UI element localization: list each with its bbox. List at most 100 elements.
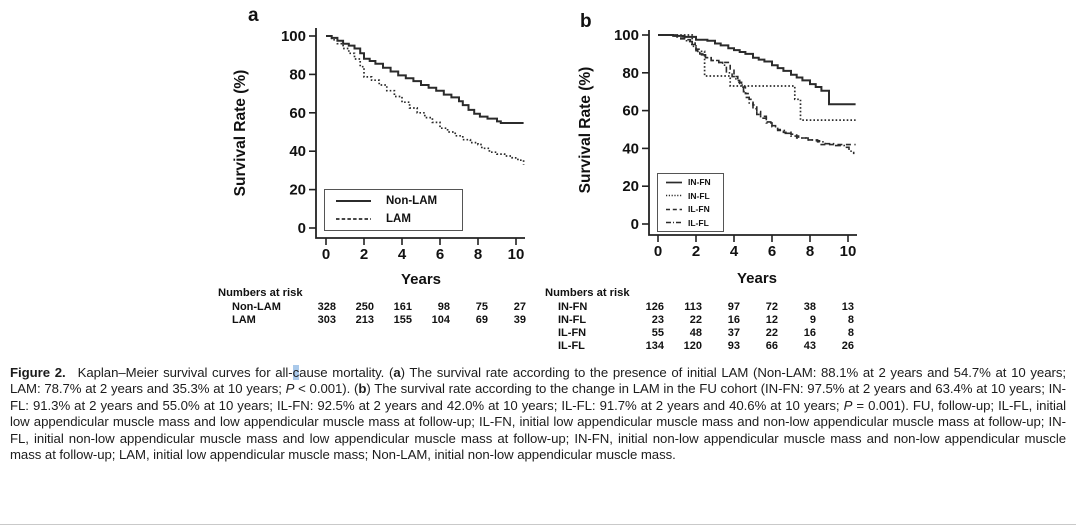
risk-count: 120 [684,340,702,352]
x-axis-title: Years [401,271,441,288]
survival-curve-il-fn [658,34,856,146]
risk-count: 72 [766,301,778,313]
risk-count: 98 [438,301,450,313]
risk-count: 37 [728,327,740,339]
x-axis-title: Years [737,270,777,287]
survival-curve-in-fn [658,34,856,106]
y-axis-title: Survival Rate (%) [232,70,249,197]
y-tick-label: 100 [614,27,639,44]
risk-count: 104 [432,314,451,326]
y-tick-label: 20 [622,178,639,195]
risk-count: 16 [804,327,816,339]
y-tick-label: 100 [281,28,306,45]
figure-label: Figure 2. [10,365,66,380]
risk-count: 161 [394,301,412,313]
caption-text: ) The survival rate according to the pre… [10,365,1066,397]
legend-label-il-fn: IL-FN [688,204,710,215]
risk-count: 66 [766,340,778,352]
survival-curve-lam [326,35,525,165]
y-tick-label: 80 [622,65,639,82]
panel-letter: b [580,11,592,32]
x-tick-label: 0 [654,243,662,260]
risk-count: 8 [848,327,854,339]
risk-row-label: Non-LAM [232,301,281,313]
survival-curve-non-lam [326,35,524,124]
legend-entry-in-fl: IN-FL [658,191,723,201]
legend-panel-a: Non-LAM LAM [324,189,463,231]
risk-count: 213 [356,314,374,326]
risk-count: 16 [728,314,740,326]
risk-count: 38 [804,301,816,313]
risk-count: 97 [728,301,740,313]
risk-count: 22 [766,327,778,339]
caption-text: Kaplan–Meier survival curves for all- [77,365,293,380]
legend-entry-lam: LAM [325,213,462,225]
y-tick-label: 0 [631,216,639,233]
y-axis-title: Survival Rate (%) [577,67,594,194]
risk-count: 75 [476,301,488,313]
legend-label-lam: LAM [386,212,411,225]
dashed-line-sample-icon [336,217,371,220]
solid-line-sample-icon [336,200,371,203]
y-tick-label: 0 [298,220,306,237]
risk-count: 22 [690,314,702,326]
risk-count: 134 [646,340,665,352]
risk-count: 69 [476,314,488,326]
legend-label-il-fl: IL-FL [688,217,709,228]
x-tick-label: 10 [840,243,857,260]
x-tick-label: 4 [730,243,739,260]
legend-entry-il-fn: IL-FN [658,204,723,214]
legend-entry-in-fn: IN-FN [658,177,723,187]
x-tick-label: 8 [474,246,482,263]
x-tick-label: 2 [692,243,700,260]
risk-count: 328 [318,301,336,313]
survival-curve-in-fl [658,34,856,121]
dashed-line-sample-icon [666,208,682,210]
risk-count: 48 [690,327,702,339]
y-tick-label: 60 [289,105,306,122]
kaplan-meier-chart-panel-b: 0 20 40 60 80 100 0 2 4 6 8 10 b Years Survival Rate (… [545,11,857,352]
risk-row-label: IN-FL [558,314,586,326]
y-tick-label: 60 [622,103,639,120]
panel-a-marker: a [393,365,401,380]
kaplan-meier-chart-panel-a: 0 20 40 60 80 100 0 2 4 6 8 10 a Years Survival Rate (… [218,5,526,326]
dashdot-line-sample-icon [666,221,682,224]
y-tick-label: 80 [289,66,306,83]
risk-count: 26 [842,340,854,352]
legend-label-in-fn: IN-FN [688,177,711,188]
risk-row-label: IN-FN [558,301,587,313]
risk-count: 126 [646,301,664,313]
x-tick-label: 2 [360,246,368,263]
risk-row-label: LAM [232,314,256,326]
legend-label-in-fl: IN-FL [688,190,710,201]
y-tick-label: 40 [622,140,639,157]
legend-entry-il-fl: IL-FL [658,218,723,228]
legend-label-non-lam: Non-LAM [386,195,438,208]
numbers-at-risk-header: Numbers at risk [218,287,303,299]
survival-curve-il-fl [658,34,855,155]
x-tick-label: 0 [322,246,330,263]
x-tick-label: 10 [508,246,525,263]
text-cursor-highlight: c [292,365,300,380]
risk-count: 8 [848,314,854,326]
x-tick-label: 6 [768,243,776,260]
risk-count: 155 [394,314,412,326]
risk-count: 303 [318,314,336,326]
panel-letter: a [248,5,259,26]
risk-row-label: IL-FL [558,340,585,352]
dotted-line-sample-icon [666,195,682,197]
risk-row-label: IL-FN [558,327,586,339]
risk-count: 12 [766,314,778,326]
p-value-symbol: P [843,397,853,413]
legend-panel-b: IN-FN IN-FL IL-FN IL-FL [657,173,724,232]
y-tick-label: 20 [289,182,306,199]
caption-text: ) The survival rate according to the cha… [10,381,1066,413]
page-divider [0,524,1076,525]
risk-count: 39 [514,314,526,326]
solid-line-sample-icon [666,181,682,184]
numbers-at-risk-header: Numbers at risk [545,287,630,299]
risk-count: 27 [514,301,526,313]
caption-text: ause mortality. ( [299,365,394,380]
figure-caption: Figure 2. Kaplan–Meier survival curves fo… [10,365,1066,463]
